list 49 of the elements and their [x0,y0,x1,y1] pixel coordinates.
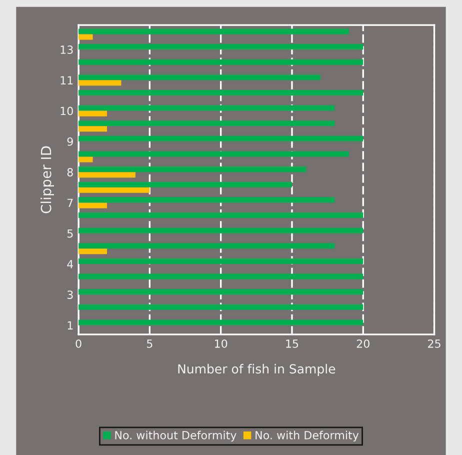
x-tick-label: 10 [214,339,228,348]
bar [78,151,349,157]
bar [78,59,364,65]
x-tick-label: 20 [356,339,370,348]
bar [78,248,107,254]
bar [78,105,335,111]
legend-label: No. without Deformity [115,430,236,442]
y-tick-label: 4 [67,260,74,268]
bar [78,289,364,295]
y-tick-label: 3 [67,290,73,299]
bar [78,172,136,178]
bar [78,243,335,249]
bar [78,110,107,116]
bar [78,202,107,208]
y-tick-label: 10 [60,106,73,116]
y-tick-label: 5 [67,229,73,238]
y-tick-label: 8 [67,168,73,176]
bar [78,320,364,326]
x-tick-label: 15 [286,340,298,348]
bar [78,274,364,280]
bar [78,258,364,264]
bar [78,212,364,218]
bar [78,126,107,132]
y-tick-label: 7 [68,198,73,207]
y-tick-label: 9 [67,137,73,146]
y-tick-label: 11 [60,76,73,84]
bar [78,80,122,86]
bar [78,74,320,80]
bar [78,34,93,40]
x-tick-label: 0 [76,339,82,348]
x-tick-label: 5 [147,340,152,348]
y-tick-label: 1 [68,321,73,330]
y-axis-title: Clipper ID [40,146,54,214]
bar [78,90,364,96]
x-axis-title: Number of fish in Sample [178,364,336,376]
bar [78,28,349,34]
bar [78,304,364,310]
bar [78,120,335,126]
bar [78,166,306,172]
legend-label: No. with Deformity [256,430,359,442]
bar [78,187,150,193]
y-tick-label: 13 [60,46,73,54]
bar [78,182,292,188]
bar [78,228,364,234]
bar [78,44,364,50]
bar [78,136,364,142]
x-tick-label: 25 [428,339,440,348]
bar [78,156,93,162]
bar [78,197,335,203]
